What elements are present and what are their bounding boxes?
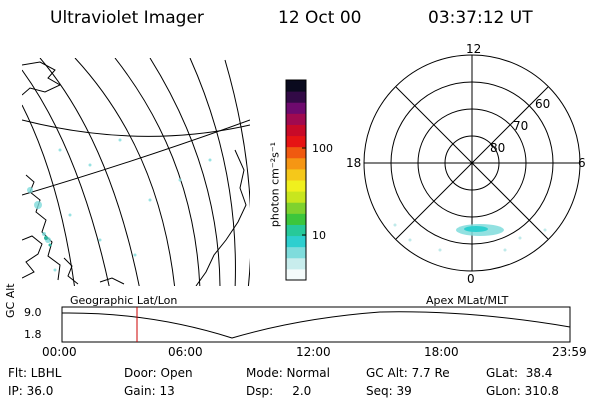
mlt-label-6: 6: [578, 156, 586, 170]
colorbar-swatch: [286, 113, 306, 125]
info-dsp: Dsp: 2.0: [246, 384, 312, 398]
timeline-xtick-1800: 18:00: [424, 345, 459, 359]
colorbar-unit-label: photon cm⁻²s⁻¹: [268, 141, 282, 228]
colorbar-swatch: [286, 102, 306, 114]
geo-panel-label: Geographic Lat/Lon: [70, 294, 178, 307]
colorbar-swatch: [286, 235, 306, 248]
colorbar-swatch: [286, 168, 306, 181]
colorbar-swatch: [286, 246, 306, 259]
info-ip: IP: 36.0: [8, 384, 54, 398]
colorbar-swatch: [286, 146, 306, 159]
mlat-label-60: 60: [535, 97, 551, 111]
observation-time: 03:37:12 UT: [428, 8, 533, 28]
colorbar-swatch: [286, 257, 306, 270]
colorbar-swatch: [286, 135, 306, 148]
colorbar-swatch: [286, 268, 306, 281]
timeline-ytick-max: 9.0: [24, 306, 42, 319]
polar-panel-label: Apex MLat/MLT: [426, 294, 509, 307]
info-gain: Gain: 13: [124, 384, 175, 398]
colorbar-tick-100: 100: [312, 142, 333, 155]
info-glon: GLon: 310.8: [486, 384, 559, 398]
colorbar-swatch: [286, 180, 306, 192]
info-mode: Mode: Normal: [246, 366, 330, 380]
mlt-label-12: 12: [466, 42, 482, 56]
colorbar-swatch: [286, 224, 306, 237]
timeline-xtick-1200: 12:00: [296, 345, 331, 359]
info-glat: GLat: 38.4: [486, 366, 553, 380]
colorbar-swatch: [286, 124, 306, 137]
mlt-label-18: 18: [346, 156, 362, 170]
colorbar-swatch: [286, 202, 306, 214]
timeline-axis-label: GC Alt: [4, 283, 17, 318]
mlt-label-0: 0: [467, 272, 475, 286]
mlat-label-70: 70: [513, 119, 529, 133]
colorbar-swatch: [286, 157, 306, 170]
timeline-xtick-0600: 06:00: [168, 345, 203, 359]
colorbar-swatch: [286, 80, 306, 92]
mlat-label-80: 80: [490, 141, 506, 155]
timeline-ytick-min: 1.8: [24, 328, 42, 341]
info-gc-alt: GC Alt: 7.7 Re: [366, 366, 450, 380]
app-title: Ultraviolet Imager: [50, 8, 204, 28]
colorbar-border: [285, 79, 307, 281]
colorbar-tick-10: 10: [312, 229, 326, 242]
colorbar-swatch: [286, 91, 306, 103]
info-filter: Flt: LBHL: [8, 366, 62, 380]
colorbar-swatch: [286, 213, 306, 225]
info-seq: Seq: 39: [366, 384, 412, 398]
timeline-xtick-2359: 23:59: [552, 345, 587, 359]
info-door: Door: Open: [124, 366, 193, 380]
timeline-xtick-0000: 00:00: [42, 345, 77, 359]
observation-date: 12 Oct 00: [278, 8, 362, 28]
colorbar-swatch: [286, 191, 306, 203]
